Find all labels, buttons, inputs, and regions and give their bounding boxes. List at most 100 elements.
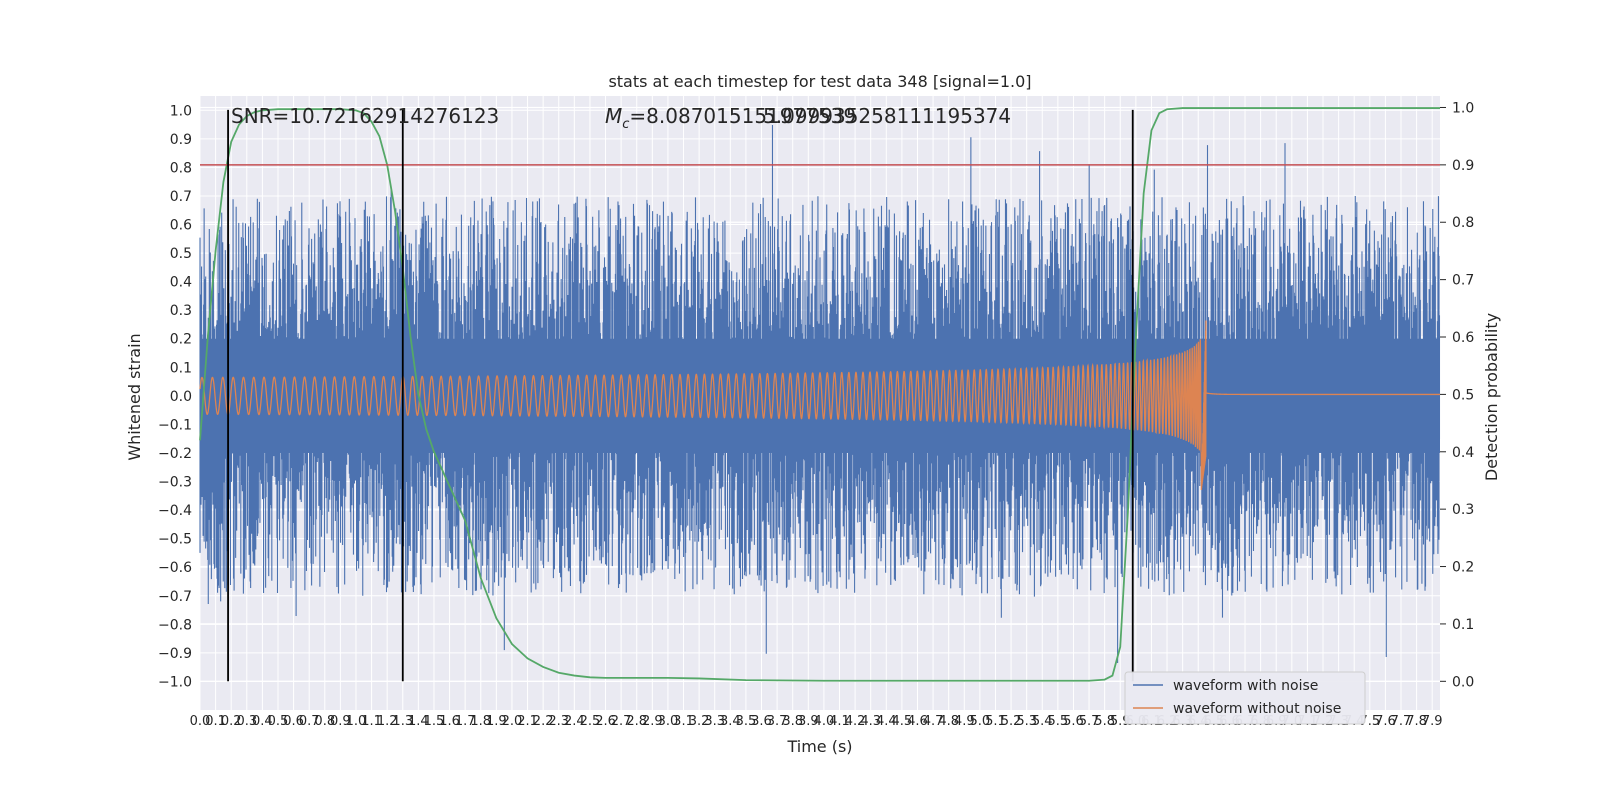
legend-label-clean: waveform without noise xyxy=(1173,701,1341,717)
y-tick-label: 0.8 xyxy=(170,160,192,176)
legend-box xyxy=(1124,671,1366,725)
series-waveform-without-noise xyxy=(199,320,1440,491)
x-tick-label: 1.3 xyxy=(392,714,413,729)
right-y-tick-label: 1.0 xyxy=(1452,100,1474,116)
x-tick-label: 3.8 xyxy=(782,714,803,729)
y-tick-label: −0.4 xyxy=(158,503,192,519)
x-tick-label: 0.6 xyxy=(283,714,304,729)
x-tick-label: 7.6 xyxy=(1375,714,1396,729)
right-y-tick-label: 0.3 xyxy=(1452,502,1474,518)
x-tick-label: 5.6 xyxy=(1063,714,1084,729)
x-tick-label: 2.0 xyxy=(502,714,523,729)
right-y-tick-label: 0.8 xyxy=(1452,215,1474,231)
x-tick-label: 3.6 xyxy=(751,714,772,729)
right-y-tick-label: 0.2 xyxy=(1452,560,1474,576)
y-tick-label: −0.3 xyxy=(158,475,192,491)
x-tick-label: 5.7 xyxy=(1079,714,1100,729)
x-tick-label: 1.6 xyxy=(439,714,460,729)
x-tick-label: 4.9 xyxy=(954,714,975,729)
legend: waveform with noise waveform without noi… xyxy=(1124,671,1366,725)
chart-title: stats at each timestep for test data 348… xyxy=(608,72,1031,91)
y-tick-label: 0.9 xyxy=(170,132,192,148)
right-y-tick-labels: 1.0 0.9 0.8 0.7 0.6 0.5 0.4 0.3 0.2 0.1 0.0 xyxy=(1440,100,1474,690)
x-tick-label: 3.9 xyxy=(798,714,819,729)
x-axis-label: Time (s) xyxy=(786,737,852,756)
x-tick-label: 5.1 xyxy=(985,714,1006,729)
snr-annotation: SNR=10.72162914276123 xyxy=(231,104,499,128)
x-tick-label: 5.4 xyxy=(1032,714,1053,729)
x-tick-label: 7.7 xyxy=(1391,714,1412,729)
x-tick-label: 1.8 xyxy=(470,714,491,729)
left-y-tick-labels: 1.0 0.9 0.8 0.7 0.6 0.5 0.4 0.3 0.2 0.1 0.0 −0.1 −0.… xyxy=(158,103,192,690)
x-tick-label: 5.5 xyxy=(1048,714,1069,729)
x-tick-label: 7.8 xyxy=(1406,714,1427,729)
chirp-mass-annotation: Mc=8.087015151977539 xyxy=(605,104,856,132)
x-tick-label: 3.2 xyxy=(689,714,710,729)
x-tick-label: 2.2 xyxy=(533,714,554,729)
x-tick-label: 5.8 xyxy=(1094,714,1115,729)
x-tick-label: 2.6 xyxy=(595,714,616,729)
x-tick-label: 3.7 xyxy=(767,714,788,729)
y-tick-label: 0.3 xyxy=(170,303,192,319)
x-tick-label: 1.1 xyxy=(361,714,382,729)
y-tick-label: 0.4 xyxy=(170,275,192,291)
chirp-mass-value: =8.087015151977539 xyxy=(629,104,856,128)
x-tick-label: 1.9 xyxy=(486,714,507,729)
series-waveform-with-noise xyxy=(199,125,1441,663)
x-tick-label: 0.3 xyxy=(236,714,257,729)
right-y-tick-label: 0.1 xyxy=(1452,617,1474,633)
chirp-mass-subscript: c xyxy=(622,117,629,132)
y-tick-label: −0.1 xyxy=(158,417,192,433)
y-tick-label: −1.0 xyxy=(158,674,192,690)
right-y-tick-label: 0.4 xyxy=(1452,445,1474,461)
y-tick-label: 0.1 xyxy=(170,360,192,376)
y-tick-label: 0.0 xyxy=(170,389,192,405)
x-tick-label: 2.1 xyxy=(517,714,538,729)
x-tick-label: 1.4 xyxy=(408,714,429,729)
y-tick-label: −0.2 xyxy=(158,446,192,462)
x-tick-label: 0.8 xyxy=(314,714,335,729)
x-tick-label: 4.0 xyxy=(814,714,835,729)
right-y-tick-label: 0.0 xyxy=(1452,674,1474,690)
x-tick-label: 4.7 xyxy=(923,714,944,729)
y-tick-label: −0.7 xyxy=(158,589,192,605)
x-tick-label: 3.4 xyxy=(720,714,741,729)
x-tick-label: 1.0 xyxy=(346,714,367,729)
x-tick-label: 4.3 xyxy=(860,714,881,729)
noise-waveform-core xyxy=(200,338,1440,453)
x-tick-label: 1.7 xyxy=(455,714,476,729)
x-tick-label: 5.0 xyxy=(970,714,991,729)
x-tick-label: 0.5 xyxy=(268,714,289,729)
x-tick-label: 3.5 xyxy=(736,714,757,729)
x-tick-label: 0.9 xyxy=(330,714,351,729)
x-tick-label: 4.2 xyxy=(845,714,866,729)
x-tick-label: 0.2 xyxy=(221,714,242,729)
x-tick-label: 1.2 xyxy=(377,714,398,729)
x-tick-label: 3.3 xyxy=(704,714,725,729)
y-axis-label-right: Detection probability xyxy=(1482,313,1501,481)
x-tick-label: 0.1 xyxy=(205,714,226,729)
right-y-tick-label: 0.7 xyxy=(1452,273,1474,289)
clean-waveform-line xyxy=(199,320,1440,491)
x-tick-label: 0.0 xyxy=(190,714,211,729)
probability-line xyxy=(199,107,1440,682)
x-tick-label: 7.9 xyxy=(1422,714,1443,729)
y-tick-label: 0.7 xyxy=(170,189,192,205)
event-markers xyxy=(227,109,1134,682)
x-tick-label: 0.7 xyxy=(299,714,320,729)
x-tick-label: 4.5 xyxy=(892,714,913,729)
x-tick-label: 2.5 xyxy=(580,714,601,729)
x-tick-label: 3.1 xyxy=(673,714,694,729)
x-tick-label: 0.4 xyxy=(252,714,273,729)
y-tick-label: 0.2 xyxy=(170,332,192,348)
x-tick-label: 4.1 xyxy=(829,714,850,729)
x-tick-label: 5.3 xyxy=(1016,714,1037,729)
y-tick-label: −0.6 xyxy=(158,560,192,576)
x-tick-label: 4.8 xyxy=(938,714,959,729)
y-tick-label: 0.5 xyxy=(170,246,192,262)
x-tick-label: 1.5 xyxy=(424,714,445,729)
y-axis-label-left: Whitened strain xyxy=(125,333,144,460)
x-tick-label: 4.4 xyxy=(876,714,897,729)
x-tick-label: 2.9 xyxy=(642,714,663,729)
